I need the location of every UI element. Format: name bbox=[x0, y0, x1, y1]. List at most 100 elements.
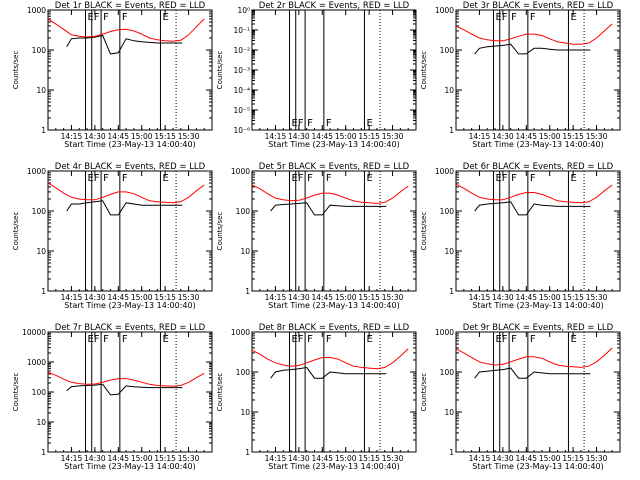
event-marker-letter: E bbox=[87, 334, 93, 345]
x-tick-label: 14:15 bbox=[469, 132, 491, 141]
x-tick-label: 15:15 bbox=[358, 132, 380, 141]
x-tick-label: 14:30 bbox=[492, 293, 514, 302]
series-line-events bbox=[66, 200, 183, 216]
event-marker-letter: F bbox=[307, 173, 313, 184]
series-line-events bbox=[66, 383, 183, 396]
event-marker-letter: F bbox=[307, 118, 313, 129]
plot-frame bbox=[455, 9, 621, 131]
x-tick-label: 14:15 bbox=[469, 293, 491, 302]
x-tick-label: 15:30 bbox=[178, 454, 200, 463]
y-axis-label: Counts/sec bbox=[216, 212, 224, 251]
y-tick-label: 1 bbox=[449, 448, 454, 457]
x-tick-label: 15:00 bbox=[539, 132, 561, 141]
event-marker-letter: E bbox=[570, 334, 576, 345]
y-tick-label: 1 bbox=[245, 287, 250, 296]
y-tick-label: 100 bbox=[32, 46, 47, 55]
x-axis-label: Start Time (23-May-13 14:00:40) bbox=[64, 140, 195, 149]
y-tick-label: 1000 bbox=[27, 6, 46, 15]
y-axis-label: Counts/sec bbox=[12, 373, 20, 412]
event-marker-letter: E bbox=[495, 12, 501, 23]
plot-frame bbox=[251, 9, 417, 131]
x-tick-label: 15:00 bbox=[131, 454, 153, 463]
y-tick-label: 10000 bbox=[22, 328, 46, 337]
series-line-lld bbox=[251, 184, 409, 204]
panel-title: Det 1r BLACK = Events, RED = LLD bbox=[55, 1, 206, 11]
panel-title: Det 7r BLACK = Events, RED = LLD bbox=[55, 323, 206, 333]
x-tick-label: 14:30 bbox=[288, 293, 310, 302]
event-marker-letter: F bbox=[122, 173, 128, 184]
y-axis-label: Counts/sec bbox=[216, 373, 224, 412]
series-line-lld bbox=[455, 347, 613, 368]
plot-frame bbox=[455, 331, 621, 453]
series-line-lld bbox=[251, 348, 409, 370]
y-tick-label: 10⁻⁴ bbox=[233, 86, 250, 95]
y-tick-label: 1 bbox=[449, 126, 454, 135]
y-tick-label: 10 bbox=[36, 418, 46, 427]
y-tick-label: 100 bbox=[440, 368, 455, 377]
x-axis-label: Start Time (23-May-13 14:00:40) bbox=[64, 462, 195, 471]
x-tick-label: 15:15 bbox=[562, 454, 584, 463]
event-marker-letter: E bbox=[570, 173, 576, 184]
x-tick-label: 15:00 bbox=[539, 293, 561, 302]
plot-frame bbox=[47, 331, 213, 453]
event-marker-letter: E bbox=[162, 12, 168, 23]
event-marker-letter: E bbox=[162, 173, 168, 184]
x-tick-label: 15:00 bbox=[131, 132, 153, 141]
event-marker-letter: F bbox=[307, 334, 313, 345]
x-tick-label: 15:00 bbox=[335, 132, 357, 141]
y-tick-label: 1000 bbox=[435, 167, 454, 176]
plot-frame bbox=[47, 9, 213, 131]
x-tick-label: 14:45 bbox=[311, 293, 333, 302]
event-marker-letter: E bbox=[570, 12, 576, 23]
x-tick-label: 15:30 bbox=[586, 293, 608, 302]
event-marker-letter: E bbox=[495, 173, 501, 184]
x-tick-label: 15:15 bbox=[358, 293, 380, 302]
series-line-lld bbox=[455, 183, 613, 204]
plot-frame bbox=[251, 331, 417, 453]
x-tick-label: 14:15 bbox=[469, 454, 491, 463]
y-tick-label: 10 bbox=[444, 408, 454, 417]
x-tick-label: 15:30 bbox=[178, 293, 200, 302]
x-tick-label: 14:15 bbox=[61, 132, 83, 141]
event-marker-letter: E bbox=[495, 334, 501, 345]
y-tick-label: 10 bbox=[240, 408, 250, 417]
panel-title: Det 3r BLACK = Events, RED = LLD bbox=[463, 1, 614, 11]
y-tick-label: 100 bbox=[440, 207, 455, 216]
series-line-lld bbox=[47, 182, 205, 204]
x-tick-label: 14:45 bbox=[107, 293, 129, 302]
x-tick-label: 14:45 bbox=[107, 454, 129, 463]
y-tick-label: 10⁻¹ bbox=[233, 26, 250, 35]
panel-title: Det 2r BLACK = Events, RED = LLD bbox=[259, 1, 410, 11]
series-line-lld bbox=[455, 23, 613, 45]
y-tick-label: 10 bbox=[36, 86, 46, 95]
y-axis-label: Counts/sec bbox=[420, 212, 428, 251]
x-tick-label: 14:30 bbox=[84, 454, 106, 463]
y-axis-label: Counts/sec bbox=[216, 51, 224, 90]
x-tick-label: 15:15 bbox=[154, 132, 176, 141]
panel-title: Det 5r BLACK = Events, RED = LLD bbox=[259, 162, 410, 172]
event-marker-letter: F bbox=[326, 118, 332, 129]
y-tick-label: 1000 bbox=[435, 6, 454, 15]
x-tick-label: 15:15 bbox=[154, 454, 176, 463]
x-tick-label: 15:30 bbox=[586, 454, 608, 463]
x-tick-label: 14:45 bbox=[515, 132, 537, 141]
series-line-events bbox=[474, 201, 591, 216]
panel-det-2r: Det 2r BLACK = Events, RED = LLD 10⁻⁶ 10⁻⁵… bbox=[216, 1, 417, 149]
x-axis-label: Start Time (23-May-13 14:00:40) bbox=[472, 462, 603, 471]
x-axis-label: Start Time (23-May-13 14:00:40) bbox=[472, 301, 603, 310]
y-tick-label: 1000 bbox=[27, 167, 46, 176]
event-marker-letter: E bbox=[291, 118, 297, 129]
x-tick-label: 14:30 bbox=[84, 293, 106, 302]
x-tick-label: 14:15 bbox=[265, 132, 287, 141]
y-tick-label: 1000 bbox=[435, 328, 454, 337]
y-tick-label: 10⁻² bbox=[233, 46, 250, 55]
y-axis-label: Counts/sec bbox=[12, 51, 20, 90]
series-line-lld bbox=[47, 371, 205, 387]
panel-det-6r: Det 6r BLACK = Events, RED = LLD 1 10 100 10… bbox=[420, 162, 621, 310]
event-marker-letter: F bbox=[502, 334, 508, 345]
x-tick-label: 15:00 bbox=[335, 293, 357, 302]
event-marker-letter: E bbox=[291, 173, 297, 184]
y-tick-label: 100 bbox=[440, 46, 455, 55]
event-marker-letter: F bbox=[298, 118, 304, 129]
event-marker-letter: F bbox=[122, 12, 128, 23]
